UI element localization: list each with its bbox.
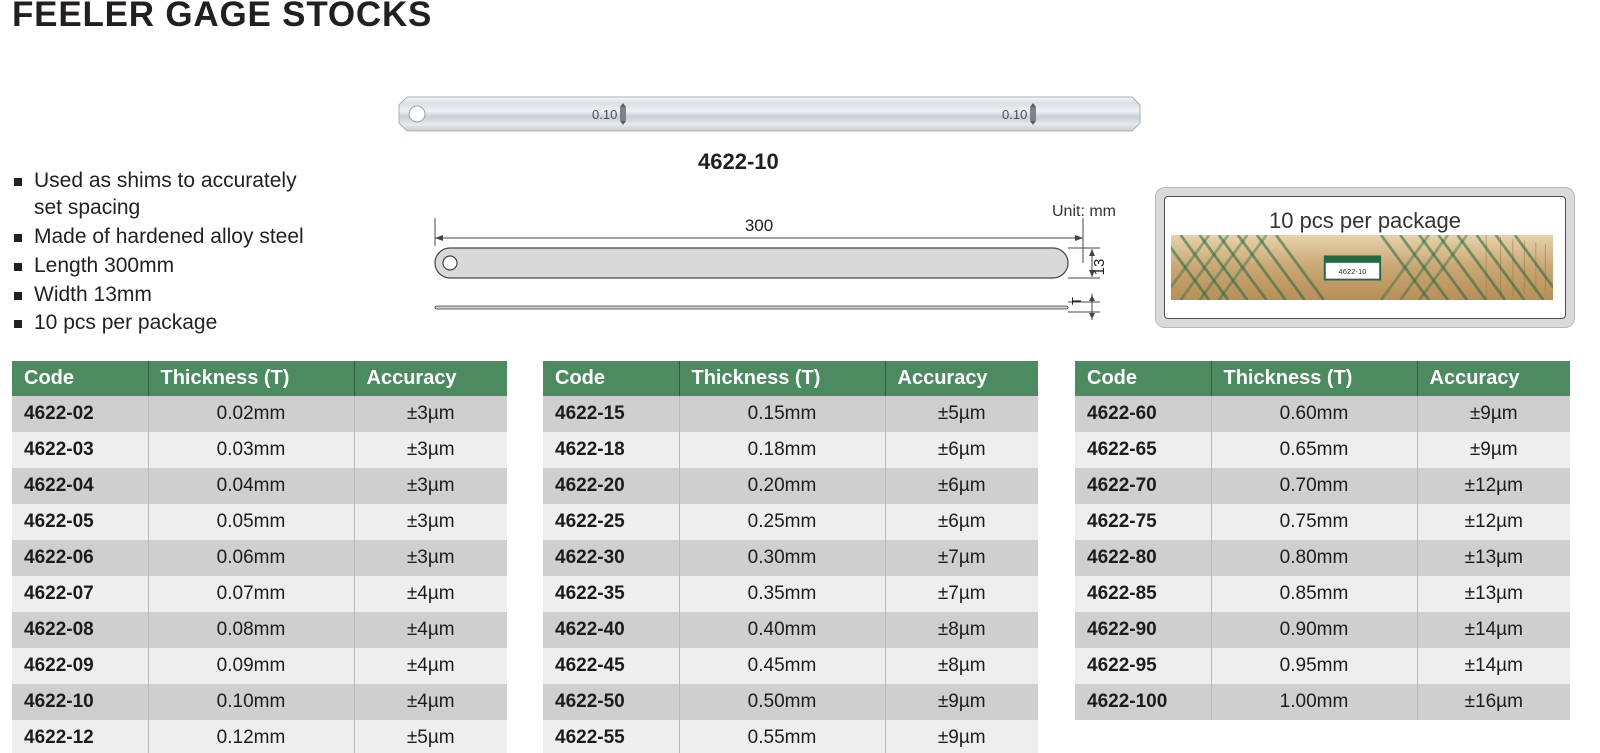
- svg-text:0.10: 0.10: [592, 107, 617, 122]
- svg-text:Unit: mm: Unit: mm: [1052, 203, 1116, 220]
- svg-text:4622-10: 4622-10: [1338, 267, 1366, 276]
- svg-text:300: 300: [745, 216, 773, 235]
- svg-text:0.10: 0.10: [1002, 107, 1027, 122]
- svg-text:T: T: [1069, 297, 1084, 305]
- svg-text:13: 13: [1091, 259, 1108, 276]
